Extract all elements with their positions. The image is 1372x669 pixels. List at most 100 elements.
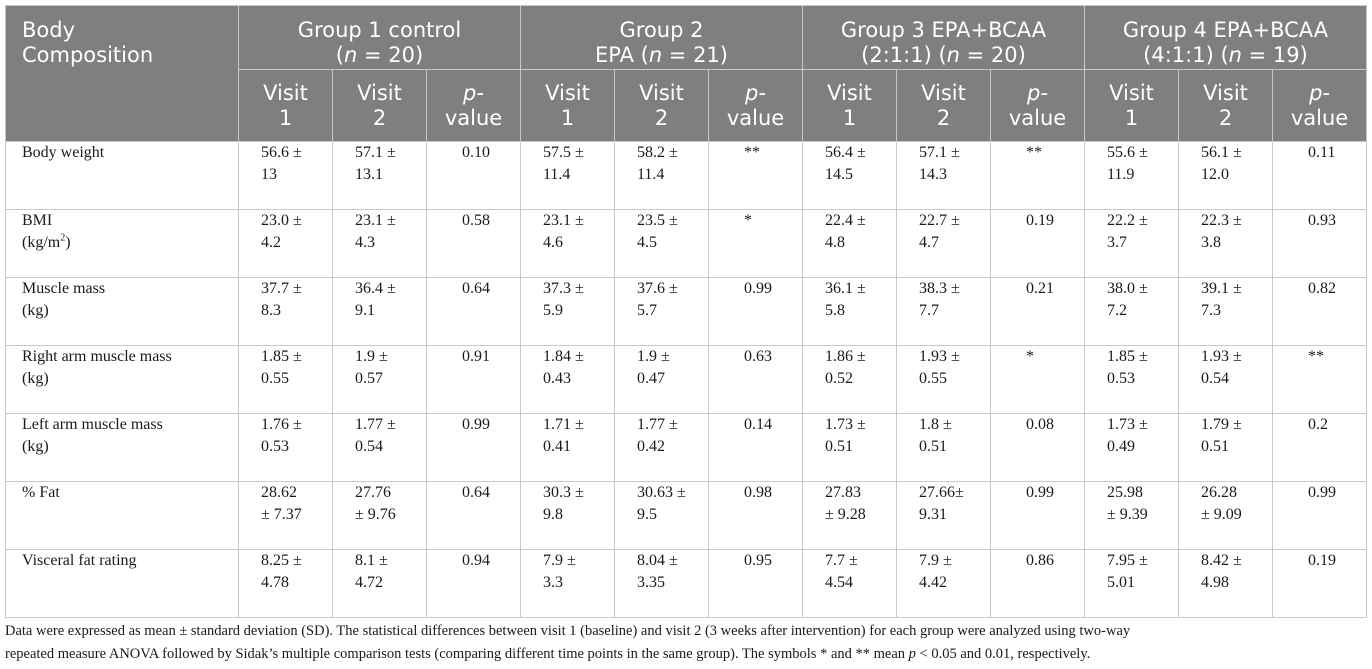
subheader-line: Visit xyxy=(357,81,402,105)
unit-text: (kg) xyxy=(22,370,49,387)
cell-line: 1.86 ± xyxy=(825,348,866,365)
cell-line: 0.63 xyxy=(744,348,772,365)
cell-line: 11.9 xyxy=(1107,166,1135,183)
value-cell: 26.28 ± 9.09 xyxy=(1178,481,1274,550)
cell-line: 0.86 xyxy=(1026,552,1054,569)
p-value-cell: 0.99 xyxy=(1272,481,1368,550)
cell-line: 4.78 xyxy=(261,574,289,591)
cell-line: 9.31 xyxy=(919,506,947,523)
cell-line: 1.9 ± xyxy=(637,348,670,365)
p-value-cell: 0.82 xyxy=(1272,277,1368,346)
cell-line: 0.41 xyxy=(543,438,571,455)
cell-line: 0.2 xyxy=(1308,416,1329,433)
value-cell: 58.2 ± 11.4 xyxy=(614,141,709,210)
value-cell: 23.5 ± 4.5 xyxy=(614,209,709,278)
cell-line: 1.93 ± xyxy=(1201,348,1242,365)
cell-line: 0.52 xyxy=(825,370,853,387)
group-subtitle: (4:1:1) (n = 19) xyxy=(1143,43,1308,67)
cell-line: 0.19 xyxy=(1026,212,1054,229)
cell-line: 57.5 ± xyxy=(543,144,584,161)
table-row: Left arm muscle mass (kg) 1.76 ± 0.53 1.77 ±… xyxy=(5,413,1368,482)
value-cell: 23.1 ± 4.6 xyxy=(520,209,615,278)
row-label: % Fat xyxy=(5,481,239,550)
footnote-line-1: Data were expressed as mean ± standard d… xyxy=(5,623,1131,639)
footnote: Data were expressed as mean ± standard d… xyxy=(5,620,1367,666)
value-cell: 8.25 ± 4.78 xyxy=(238,549,333,618)
cell-line: 5.9 xyxy=(543,302,563,319)
subheader-line: 1 xyxy=(1124,106,1139,130)
unit-superscript: 2 xyxy=(60,232,66,244)
group-header: Group 3 EPA+BCAA (2:1:1) (n = 20) xyxy=(801,5,1086,70)
subheader-line: p- xyxy=(1027,81,1048,105)
footnote-p-symbol: p xyxy=(908,646,916,662)
value-cell: 1.93 ± 0.54 xyxy=(1178,345,1274,414)
subheader-line: 1 xyxy=(560,106,575,130)
value-cell: 30.3 ± 9.8 xyxy=(520,481,615,550)
row-label: Right arm muscle mass (kg) xyxy=(5,345,239,414)
value-cell: 39.1 ± 7.3 xyxy=(1178,277,1274,346)
cell-line: 38.3 ± xyxy=(919,280,960,297)
p-value-header: p-value xyxy=(708,69,803,142)
value-cell: 30.63 ± 9.5 xyxy=(614,481,709,550)
cell-line: 0.99 xyxy=(462,416,490,433)
visit-1-header: Visit 1 xyxy=(802,69,897,142)
row-label-header: Body Composition xyxy=(5,5,239,142)
value-cell: 56.6 ± 13 xyxy=(238,141,333,210)
value-cell: 36.1 ± 5.8 xyxy=(802,277,897,346)
value-cell: 8.42 ± 4.98 xyxy=(1178,549,1274,618)
subheader-line: value xyxy=(726,106,785,130)
cell-line: 12.0 xyxy=(1201,166,1230,183)
cell-line: 14.3 xyxy=(919,166,947,183)
cell-line: 3.7 xyxy=(1107,234,1128,251)
cell-line: 56.6 ± xyxy=(261,144,302,161)
p-value-cell: 0.58 xyxy=(426,209,521,278)
row-label: Left arm muscle mass (kg) xyxy=(5,413,239,482)
subheader-line: Visit xyxy=(921,81,966,105)
cell-line: 0.43 xyxy=(543,370,571,387)
subheader-line: 2 xyxy=(1218,106,1233,130)
cell-line: 14.5 xyxy=(825,166,853,183)
p-value-cell: 0.19 xyxy=(1272,549,1368,618)
cell-line: 4.8 xyxy=(825,234,845,251)
cell-line: 7.9 ± xyxy=(543,552,576,569)
cell-line: 0.99 xyxy=(1308,484,1337,501)
row-label-line: % Fat xyxy=(22,484,60,501)
cell-line: 0.99 xyxy=(744,280,772,297)
value-cell: 56.4 ± 14.5 xyxy=(802,141,897,210)
cell-line: 23.5 ± xyxy=(637,212,678,229)
row-label: BMI (kg/m2) xyxy=(5,209,239,278)
cell-line: 55.6 ± xyxy=(1107,144,1148,161)
value-cell: 22.2 ± 3.7 xyxy=(1084,209,1180,278)
cell-line: 9.8 xyxy=(543,506,563,523)
footnote-text-end: < 0.05 and 0.01, respectively. xyxy=(915,646,1091,662)
value-cell: 38.3 ± 7.7 xyxy=(896,277,991,346)
value-cell: 37.7 ± 8.3 xyxy=(238,277,333,346)
cell-line: 27.76 xyxy=(355,484,391,501)
cell-line: 0.93 xyxy=(1308,212,1337,229)
cell-line: 1.9 ± xyxy=(355,348,388,365)
group-title: Group 3 EPA+BCAA xyxy=(840,18,1047,42)
cell-line: ± 9.76 xyxy=(355,506,396,523)
row-label: Body weight xyxy=(5,141,239,210)
cell-line: 27.66± xyxy=(919,484,964,501)
subheader-line: p- xyxy=(1309,81,1330,105)
value-cell: 8.1 ± 4.72 xyxy=(332,549,427,618)
cell-line: ± 9.28 xyxy=(825,506,866,523)
footnote-text: repeated measure ANOVA followed by Sidak… xyxy=(5,646,909,662)
cell-line: 4.5 xyxy=(637,234,657,251)
cell-line: 0.55 xyxy=(261,370,289,387)
value-cell: 1.73 ± 0.51 xyxy=(802,413,897,482)
cell-line: * xyxy=(1026,348,1034,365)
cell-line: ** xyxy=(1026,144,1042,161)
subheader-line: p- xyxy=(463,81,484,105)
visit-2-header: Visit 2 xyxy=(1178,69,1274,142)
value-cell: 27.83 ± 9.28 xyxy=(802,481,897,550)
row-label-text: Body Composition xyxy=(22,18,154,67)
cell-line: 1.73 ± xyxy=(825,416,866,433)
n-symbol: n xyxy=(344,43,358,67)
group-title: Group 4 EPA+BCAA xyxy=(1122,18,1329,42)
subheader-line: Visit xyxy=(545,81,590,105)
cell-line: 0.19 xyxy=(1308,552,1337,569)
cell-line: 4.72 xyxy=(355,574,383,591)
cell-line: 1.77 ± xyxy=(355,416,396,433)
